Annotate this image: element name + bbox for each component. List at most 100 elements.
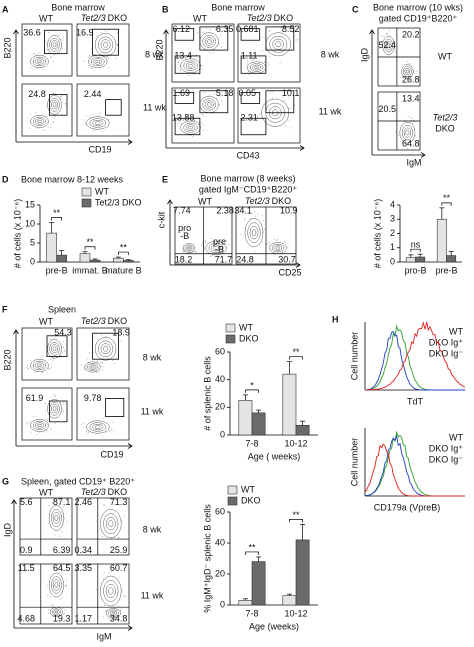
gate-value: 20.5 xyxy=(378,104,396,114)
event-dot xyxy=(269,242,271,243)
label: 8 wk xyxy=(145,49,164,59)
event-dot xyxy=(102,366,104,368)
event-dot xyxy=(34,53,35,54)
event-dot xyxy=(50,427,51,429)
event-dot xyxy=(411,65,412,67)
event-dot xyxy=(64,349,66,351)
population-label: pre xyxy=(213,237,226,247)
event-dot xyxy=(409,80,411,82)
contour xyxy=(183,60,198,71)
event-dot xyxy=(63,411,65,412)
event-dot xyxy=(53,393,55,395)
contour xyxy=(95,59,101,64)
event-dot xyxy=(55,566,56,568)
gate-value: 18.2 xyxy=(175,254,193,264)
population-label: -B xyxy=(215,245,224,255)
contour xyxy=(32,56,47,67)
event-dot xyxy=(65,102,67,104)
gate-value: 6.35 xyxy=(216,24,234,34)
contour xyxy=(249,225,259,240)
y-tick-label: 40 xyxy=(215,374,225,384)
gate-value: 2.46 xyxy=(74,497,92,507)
event-dot xyxy=(202,114,204,116)
contour xyxy=(382,35,395,55)
event-dot xyxy=(267,244,268,246)
event-dot xyxy=(296,38,298,40)
event-dot xyxy=(263,62,265,64)
y-tick-label: 40 xyxy=(215,537,225,547)
event-dot xyxy=(288,119,290,121)
event-dot xyxy=(263,228,265,230)
label: WT xyxy=(39,316,53,326)
event-dot xyxy=(195,251,197,253)
event-dot xyxy=(178,62,179,64)
event-dot xyxy=(209,52,211,53)
event-dot xyxy=(99,112,101,114)
significance: ** xyxy=(292,347,300,357)
event-dot xyxy=(54,534,56,536)
gate xyxy=(174,55,201,74)
significance-bracket xyxy=(410,248,421,253)
arrow-head xyxy=(167,199,173,205)
label: gated CD19⁺B220⁺ xyxy=(379,13,458,23)
event-dot xyxy=(197,32,199,34)
event-dot xyxy=(116,51,118,52)
plot-frame xyxy=(76,387,130,441)
event-dot xyxy=(36,54,37,56)
label: TdT xyxy=(407,396,424,406)
contour xyxy=(51,608,62,616)
contour xyxy=(404,68,411,75)
event-dot xyxy=(47,66,49,68)
event-dot xyxy=(101,575,103,577)
bar xyxy=(251,412,266,436)
plot-frame xyxy=(171,87,235,144)
event-dot xyxy=(395,132,397,134)
arrow-head xyxy=(13,329,19,335)
event-dot xyxy=(26,422,27,423)
gate xyxy=(240,28,261,41)
event-dot xyxy=(289,127,291,129)
event-dot xyxy=(387,32,388,34)
y-axis-label: # of cells (x 10⁻⁶) xyxy=(372,199,382,268)
event-dot xyxy=(57,357,58,358)
event-dot xyxy=(105,336,106,338)
contour xyxy=(47,339,62,359)
event-dot xyxy=(409,142,411,143)
event-dot xyxy=(84,123,86,125)
contour xyxy=(47,95,62,115)
gate-value: 20.2 xyxy=(402,29,420,39)
event-dot xyxy=(181,248,183,250)
event-dot xyxy=(113,537,115,538)
contour xyxy=(100,39,111,51)
event-dot xyxy=(379,47,381,49)
event-dot xyxy=(36,67,38,69)
contour xyxy=(30,54,49,68)
bar xyxy=(251,561,266,606)
significance: ** xyxy=(120,242,128,252)
significance-bracket xyxy=(117,251,129,256)
contour xyxy=(403,127,412,138)
contour xyxy=(103,346,109,352)
contour xyxy=(37,423,42,428)
x-tick-label: 7-8 xyxy=(245,608,258,618)
contour xyxy=(92,423,104,431)
event-dot xyxy=(60,535,62,537)
event-dot xyxy=(80,364,82,366)
event-dot xyxy=(91,67,93,69)
contour xyxy=(275,41,282,48)
event-dot xyxy=(88,432,89,433)
event-dot xyxy=(193,251,195,252)
contour xyxy=(105,608,121,619)
event-dot xyxy=(65,580,67,582)
event-dot xyxy=(62,613,64,615)
event-dot xyxy=(108,67,109,68)
event-dot xyxy=(260,50,262,52)
arrow-head xyxy=(127,443,133,449)
event-dot xyxy=(32,68,34,70)
gate-value: 24.8 xyxy=(236,254,254,264)
event-dot xyxy=(206,27,208,29)
contour xyxy=(251,229,257,237)
event-dot xyxy=(399,77,401,79)
event-dot xyxy=(60,355,62,357)
event-dot xyxy=(261,44,263,46)
